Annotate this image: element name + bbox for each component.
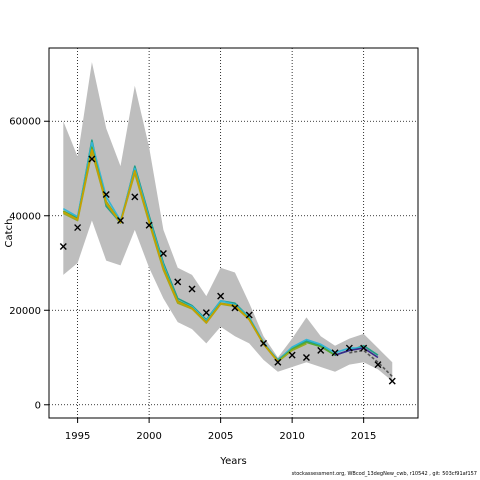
y-tick-label: 60000 xyxy=(9,117,41,128)
observed-point xyxy=(117,216,125,224)
observed-point xyxy=(360,344,368,352)
y-axis-title: Catch xyxy=(4,219,15,248)
observed-point xyxy=(345,344,353,352)
observed-point xyxy=(188,285,196,293)
x-axis: 1995 2000 2005 2010 2015 xyxy=(65,418,376,442)
observed-point xyxy=(331,349,339,357)
series-line xyxy=(349,349,393,377)
y-axis: 0 20000 40000 60000 xyxy=(9,117,49,411)
series-lines xyxy=(62,139,393,377)
observed-point xyxy=(131,193,139,201)
observed-point xyxy=(288,351,296,359)
observed-point xyxy=(317,346,325,354)
confidence-band-area xyxy=(63,62,393,382)
x-axis-title: Years xyxy=(219,456,246,467)
observed-point xyxy=(302,354,310,362)
observed-point xyxy=(231,304,239,312)
x-tick-label: 2010 xyxy=(279,431,304,442)
observed-point xyxy=(74,224,82,232)
x-tick-label: 2000 xyxy=(136,431,161,442)
plot-frame xyxy=(48,47,419,419)
observed-point xyxy=(102,190,110,198)
series-line xyxy=(334,347,379,359)
x-tick-label: 1995 xyxy=(65,431,90,442)
observed-point xyxy=(217,292,225,300)
series-line xyxy=(62,148,279,362)
observed-point xyxy=(145,221,153,229)
observed-point xyxy=(388,377,396,385)
observed-point xyxy=(59,242,67,250)
series-line xyxy=(62,141,364,362)
observed-point xyxy=(159,250,167,258)
observed-point xyxy=(202,309,210,317)
observed-point xyxy=(274,358,282,366)
observed-point xyxy=(374,361,382,369)
x-tick-label: 2015 xyxy=(351,431,376,442)
y-tick-label: 20000 xyxy=(9,306,41,317)
series-line xyxy=(62,151,307,363)
observed-point xyxy=(88,155,96,163)
footer-note: stockassessment.org, WBcod_13degNew_cwb,… xyxy=(291,471,477,477)
x-tick-label: 2005 xyxy=(208,431,233,442)
observed-points xyxy=(59,155,396,385)
observed-point xyxy=(260,339,268,347)
observed-point xyxy=(245,311,253,319)
y-tick-label: 0 xyxy=(35,400,41,411)
y-tick-label: 40000 xyxy=(9,211,41,222)
observed-point xyxy=(174,278,182,286)
confidence-band xyxy=(63,62,393,382)
